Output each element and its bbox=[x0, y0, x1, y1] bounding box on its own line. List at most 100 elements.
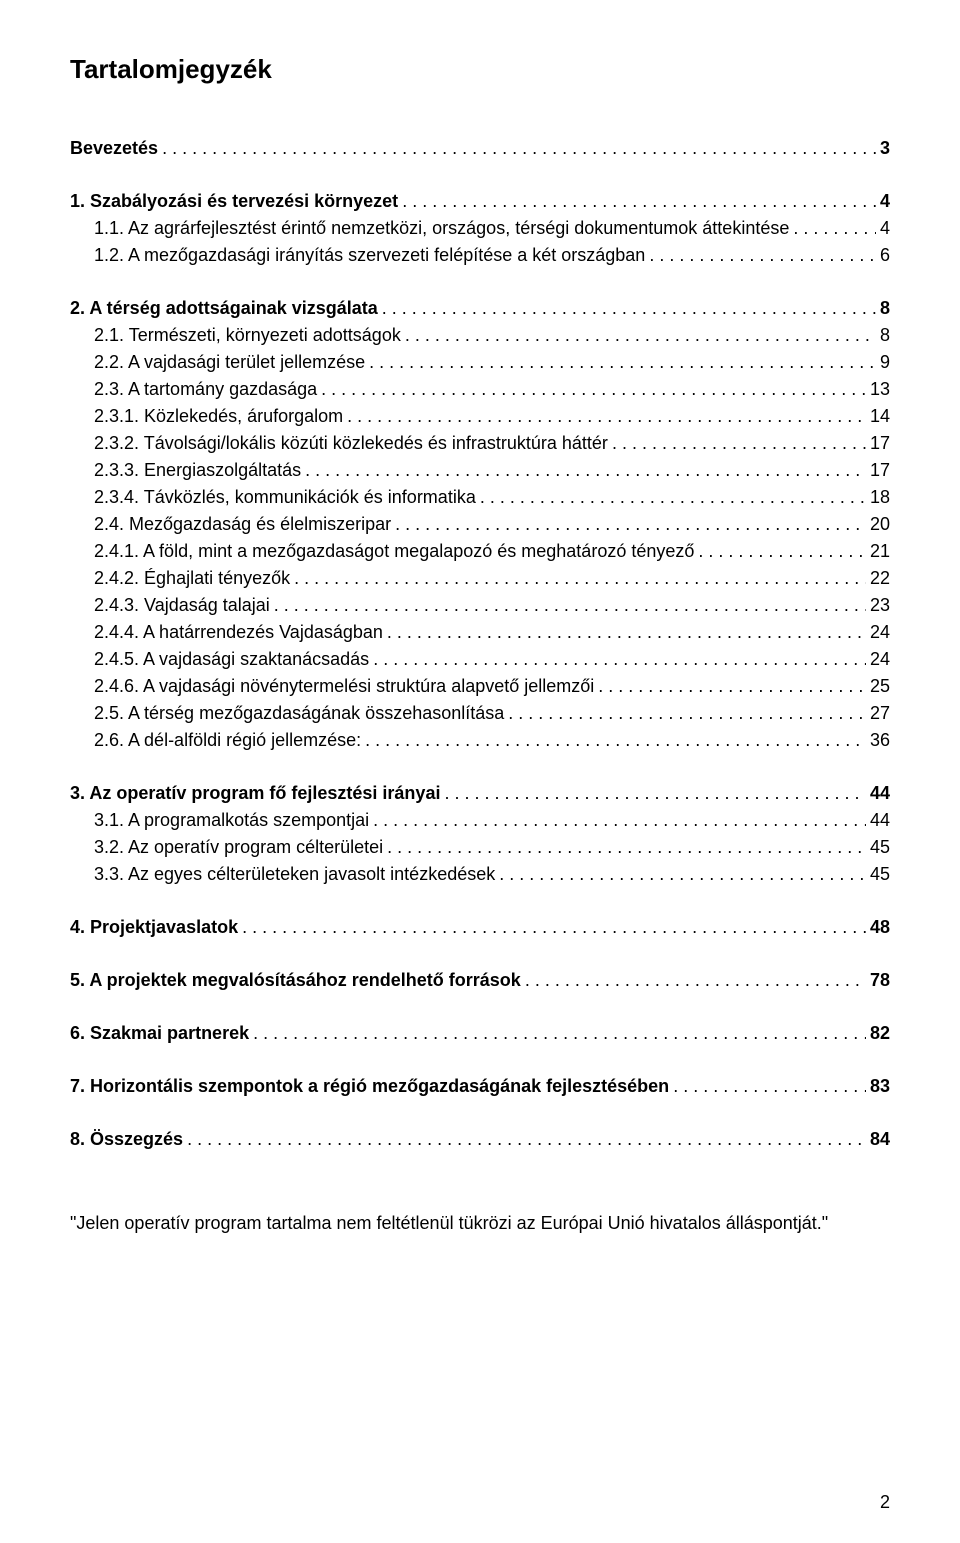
toc-entry-label: 2.3.1. Közlekedés, áruforgalom bbox=[94, 403, 343, 430]
toc-entry-page: 84 bbox=[870, 1126, 890, 1153]
toc-entry-label: 6. Szakmai partnerek bbox=[70, 1020, 249, 1047]
toc-entry-label: 1. Szabályozási és tervezési környezet bbox=[70, 188, 398, 215]
toc-entry: 7. Horizontális szempontok a régió mezőg… bbox=[70, 1073, 890, 1100]
toc-entry-label: 8. Összegzés bbox=[70, 1126, 183, 1153]
toc-entry-page: 82 bbox=[870, 1020, 890, 1047]
toc-leader-dots bbox=[508, 700, 866, 727]
toc-entry: 2.1. Természeti, környezeti adottságok8 bbox=[70, 322, 890, 349]
toc-leader-dots bbox=[480, 484, 866, 511]
toc-entry: 1. Szabályozási és tervezési környezet 4 bbox=[70, 188, 890, 215]
toc-entry-page: 27 bbox=[870, 700, 890, 727]
toc-block: 5. A projektek megvalósításához rendelhe… bbox=[70, 967, 890, 994]
toc-leader-dots bbox=[382, 295, 876, 322]
toc-entry: 2.3.3. Energiaszolgáltatás 17 bbox=[70, 457, 890, 484]
toc-entry-label: 5. A projektek megvalósításához rendelhe… bbox=[70, 967, 521, 994]
toc-leader-dots bbox=[649, 242, 876, 269]
toc-entry-label: 3.1. A programalkotás szempontjai bbox=[94, 807, 369, 834]
toc-block: 2. A térség adottságainak vizsgálata82.1… bbox=[70, 295, 890, 754]
toc-leader-dots bbox=[365, 727, 866, 754]
toc-entry-page: 6 bbox=[880, 242, 890, 269]
toc-leader-dots bbox=[305, 457, 866, 484]
toc-entry: 2.2. A vajdasági terület jellemzése 9 bbox=[70, 349, 890, 376]
toc-block: 1. Szabályozási és tervezési környezet41… bbox=[70, 188, 890, 269]
toc-entry-page: 44 bbox=[870, 780, 890, 807]
toc-entry-label: 2.4.2. Éghajlati tényezők bbox=[94, 565, 290, 592]
toc-entry-page: 17 bbox=[870, 430, 890, 457]
toc-entry: 2.4.3. Vajdaság talajai 23 bbox=[70, 592, 890, 619]
toc-entry-label: 2. A térség adottságainak vizsgálata bbox=[70, 295, 378, 322]
toc-leader-dots bbox=[387, 834, 866, 861]
toc-entry-label: 1.2. A mezőgazdasági irányítás szervezet… bbox=[94, 242, 645, 269]
toc-entry: 3.2. Az operatív program célterületei45 bbox=[70, 834, 890, 861]
toc-entry-label: 2.4.6. A vajdasági növénytermelési struk… bbox=[94, 673, 594, 700]
toc-entry-label: 2.3. A tartomány gazdasága bbox=[94, 376, 317, 403]
toc-entry-label: 4. Projektjavaslatok bbox=[70, 914, 238, 941]
toc-leader-dots bbox=[162, 135, 876, 162]
toc-leader-dots bbox=[347, 403, 866, 430]
toc-leader-dots bbox=[321, 376, 866, 403]
toc-entry-page: 48 bbox=[870, 914, 890, 941]
toc-entry-label: 2.2. A vajdasági terület jellemzése bbox=[94, 349, 365, 376]
toc-leader-dots bbox=[373, 807, 866, 834]
toc-entry-page: 20 bbox=[870, 511, 890, 538]
toc-entry: 2.4.2. Éghajlati tényezők22 bbox=[70, 565, 890, 592]
toc-leader-dots bbox=[444, 780, 866, 807]
toc-entry-label: 1.1. Az agrárfejlesztést érintő nemzetkö… bbox=[94, 215, 789, 242]
toc-entry: 1.1. Az agrárfejlesztést érintő nemzetkö… bbox=[70, 215, 890, 242]
toc-block: 3. Az operatív program fő fejlesztési ir… bbox=[70, 780, 890, 888]
toc-entry-label: 3.3. Az egyes célterületeken javasolt in… bbox=[94, 861, 495, 888]
toc-leader-dots bbox=[405, 322, 876, 349]
toc-entry-label: 2.4.3. Vajdaság talajai bbox=[94, 592, 270, 619]
toc-entry: 2.3.1. Közlekedés, áruforgalom 14 bbox=[70, 403, 890, 430]
toc-leader-dots bbox=[187, 1126, 866, 1153]
toc-entry-page: 23 bbox=[870, 592, 890, 619]
toc-leader-dots bbox=[253, 1020, 866, 1047]
toc-entry-label: 2.3.4. Távközlés, kommunikációk és infor… bbox=[94, 484, 476, 511]
toc-entry-label: 7. Horizontális szempontok a régió mezőg… bbox=[70, 1073, 669, 1100]
toc-entry: 1.2. A mezőgazdasági irányítás szervezet… bbox=[70, 242, 890, 269]
toc-entry-label: 2.1. Természeti, környezeti adottságok bbox=[94, 322, 401, 349]
toc-entry-label: Bevezetés bbox=[70, 135, 158, 162]
toc-entry-page: 24 bbox=[870, 619, 890, 646]
toc-entry: 2.5. A térség mezőgazdaságának összehaso… bbox=[70, 700, 890, 727]
document-page: Tartalomjegyzék Bevezetés3 1. Szabályozás… bbox=[0, 0, 960, 1543]
toc-entry-label: 2.3.3. Energiaszolgáltatás bbox=[94, 457, 301, 484]
toc-entry: 2.3.2. Távolsági/lokális közúti közleked… bbox=[70, 430, 890, 457]
toc-entry: 2.4.4. A határrendezés Vajdaságban 24 bbox=[70, 619, 890, 646]
toc-entry: 2.4.1. A föld, mint a mezőgazdaságot meg… bbox=[70, 538, 890, 565]
toc-entry-label: 3.2. Az operatív program célterületei bbox=[94, 834, 383, 861]
toc-leader-dots bbox=[242, 914, 866, 941]
toc-block: 4. Projektjavaslatok 48 bbox=[70, 914, 890, 941]
toc-entry-page: 83 bbox=[870, 1073, 890, 1100]
toc-entry-label: 2.6. A dél-alföldi régió jellemzése: bbox=[94, 727, 361, 754]
toc-entry: 4. Projektjavaslatok 48 bbox=[70, 914, 890, 941]
toc-leader-dots bbox=[698, 538, 866, 565]
toc-entry: 2.4. Mezőgazdaság és élelmiszeripar20 bbox=[70, 511, 890, 538]
toc-entry: 2.4.5. A vajdasági szaktanácsadás24 bbox=[70, 646, 890, 673]
toc-entry-page: 17 bbox=[870, 457, 890, 484]
toc-entry: 6. Szakmai partnerek 82 bbox=[70, 1020, 890, 1047]
table-of-contents: Bevezetés3 1. Szabályozási és tervezési k… bbox=[70, 135, 890, 1153]
toc-entry: 2.4.6. A vajdasági növénytermelési struk… bbox=[70, 673, 890, 700]
toc-block: 8. Összegzés 84 bbox=[70, 1126, 890, 1153]
toc-block: 6. Szakmai partnerek 82 bbox=[70, 1020, 890, 1047]
toc-entry: 5. A projektek megvalósításához rendelhe… bbox=[70, 967, 890, 994]
toc-entry: 2.3. A tartomány gazdasága13 bbox=[70, 376, 890, 403]
toc-block: 7. Horizontális szempontok a régió mezőg… bbox=[70, 1073, 890, 1100]
toc-leader-dots bbox=[395, 511, 866, 538]
page-title: Tartalomjegyzék bbox=[70, 54, 890, 85]
toc-entry-page: 24 bbox=[870, 646, 890, 673]
toc-entry-label: 2.4.4. A határrendezés Vajdaságban bbox=[94, 619, 383, 646]
toc-entry-page: 9 bbox=[880, 349, 890, 376]
toc-entry: Bevezetés3 bbox=[70, 135, 890, 162]
toc-entry-label: 2.5. A térség mezőgazdaságának összehaso… bbox=[94, 700, 504, 727]
toc-entry-label: 2.4.1. A föld, mint a mezőgazdaságot meg… bbox=[94, 538, 694, 565]
toc-leader-dots bbox=[499, 861, 866, 888]
toc-entry-page: 21 bbox=[870, 538, 890, 565]
toc-entry-label: 2.3.2. Távolsági/lokális közúti közleked… bbox=[94, 430, 608, 457]
toc-entry-page: 4 bbox=[880, 188, 890, 215]
page-number: 2 bbox=[880, 1492, 890, 1513]
toc-entry-page: 4 bbox=[880, 215, 890, 242]
toc-entry-page: 14 bbox=[870, 403, 890, 430]
toc-entry: 2.3.4. Távközlés, kommunikációk és infor… bbox=[70, 484, 890, 511]
